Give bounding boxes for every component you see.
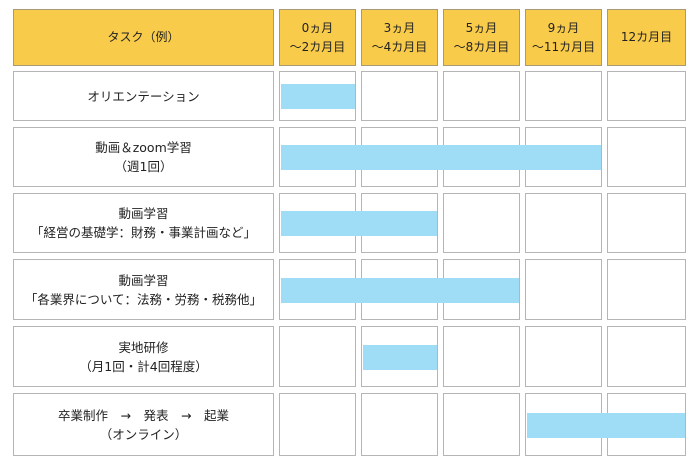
timeline-cell xyxy=(443,71,520,121)
schedule-bar xyxy=(281,211,437,236)
timeline-cell xyxy=(279,393,356,456)
header-period-text: 12カ月目 xyxy=(620,30,673,44)
task-label: オリエンテーション xyxy=(13,71,274,121)
timeline-cell xyxy=(607,326,686,387)
task-label-text: オリエンテーション xyxy=(87,88,200,104)
schedule-bar xyxy=(281,145,601,170)
task-label: 動画＆zoom学習 （週1回） xyxy=(13,127,274,187)
timeline-cell xyxy=(361,71,438,121)
task-label-text: 動画学習 「経営の基礎学：財務・事業計画など」 xyxy=(30,206,256,240)
task-label: 実地研修 （月1回・計4回程度） xyxy=(13,326,274,387)
timeline-cell xyxy=(443,326,520,387)
header-period-text: 3ヵ月 〜4カ月目 xyxy=(371,20,428,54)
timeline-cell xyxy=(443,393,520,456)
timeline-cell xyxy=(443,193,520,253)
header-period: 3ヵ月 〜4カ月目 xyxy=(361,9,438,66)
header-period: 9ヵ月 〜11カ月目 xyxy=(525,9,602,66)
timeline-cell xyxy=(525,326,602,387)
header-period-text: 0ヵ月 〜2カ月目 xyxy=(289,20,346,54)
header-period-text: 5ヵ月 〜8カ月目 xyxy=(453,20,510,54)
schedule-bar xyxy=(281,278,519,303)
timeline-cell xyxy=(607,71,686,121)
header-period: 5ヵ月 〜8カ月目 xyxy=(443,9,520,66)
task-label-text: 卒業制作 → 発表 → 起業 （オンライン） xyxy=(58,407,229,442)
header-task: タスク（例） xyxy=(13,9,274,66)
task-label-text: 動画学習 「各業界について：法務・労務・税務他」 xyxy=(24,272,263,307)
task-label: 動画学習 「経営の基礎学：財務・事業計画など」 xyxy=(13,193,274,253)
task-label-text: 実地研修 （月1回・計4回程度） xyxy=(79,339,208,374)
header-period: 0ヵ月 〜2カ月目 xyxy=(279,9,356,66)
schedule-bar xyxy=(527,413,685,438)
task-label-text: 動画＆zoom学習 （週1回） xyxy=(95,140,192,174)
timeline-cell xyxy=(525,71,602,121)
task-label: 卒業制作 → 発表 → 起業 （オンライン） xyxy=(13,393,274,456)
timeline-cell xyxy=(607,127,686,187)
schedule-bar xyxy=(363,345,437,370)
task-label: 動画学習 「各業界について：法務・労務・税務他」 xyxy=(13,259,274,320)
timeline-cell xyxy=(525,259,602,320)
header-period: 12カ月目 xyxy=(607,9,686,66)
timeline-cell xyxy=(279,326,356,387)
header-task-text: タスク（例） xyxy=(107,30,180,44)
header-period-text: 9ヵ月 〜11カ月目 xyxy=(531,20,596,54)
timeline-cell xyxy=(361,393,438,456)
timeline-cell xyxy=(607,193,686,253)
timeline-cell xyxy=(607,259,686,320)
schedule-bar xyxy=(281,84,355,109)
timeline-cell xyxy=(525,193,602,253)
